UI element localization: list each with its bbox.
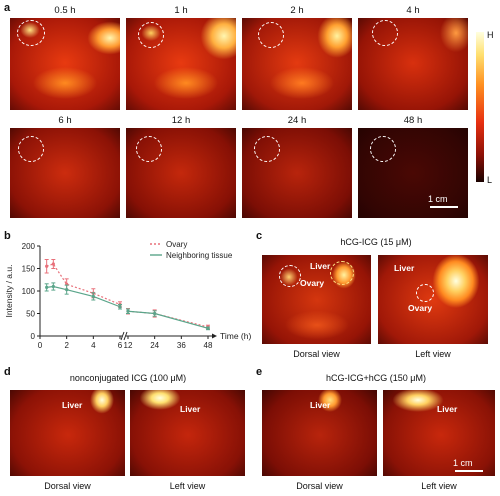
liver-label: Liver: [437, 404, 458, 414]
ovary-roi-circle: [138, 22, 164, 48]
ovary-roi-circle: [136, 136, 162, 162]
data-point: [153, 311, 157, 316]
x-tick-label: 0: [38, 341, 43, 350]
ovary-roi-circle: [258, 22, 284, 48]
data-point: [91, 294, 95, 298]
fluorescence-image-48h: 1 cm: [358, 128, 468, 218]
time-label: 6 h: [58, 115, 72, 126]
data-point: [206, 326, 210, 330]
dorsal-view-caption: Dorsal view: [293, 349, 340, 359]
panel-d-title: nonconjugated ICG (100 μM): [69, 373, 187, 383]
panel-label-b: b: [4, 230, 11, 242]
y-axis-label: Intensity / a.u.: [4, 265, 14, 318]
panel-label-e: e: [256, 366, 263, 378]
fluorescence-image-2h: [242, 18, 352, 110]
fluorescence-image-6h: [10, 128, 120, 218]
dorsal-view-caption: Dorsal view: [296, 481, 343, 491]
ovary-roi-circle: [279, 265, 301, 287]
liver-label: Liver: [180, 404, 201, 414]
x-tick-label: 12: [124, 341, 133, 350]
panel-label-a: a: [4, 2, 11, 14]
liver-label: Liver: [394, 263, 415, 273]
ovary-roi-circle: [254, 136, 280, 162]
ovary-roi-circle: [370, 136, 396, 162]
data-point: [118, 305, 122, 309]
series-line-ovary: [46, 263, 121, 306]
y-tick-label: 0: [31, 332, 36, 341]
scale-bar-label: 1 cm: [428, 194, 448, 204]
axis-break-mark: [120, 331, 125, 341]
series-line-neighboring-tissue: [127, 310, 209, 329]
time-label: 12 h: [171, 115, 191, 126]
time-label: 4 h: [406, 5, 420, 16]
liver-label: Liver: [310, 261, 331, 271]
panel-c-title: hCG-ICG (15 μM): [340, 237, 412, 247]
data-point: [45, 264, 49, 268]
data-point: [45, 285, 49, 289]
colorbar-high-label: H: [487, 30, 494, 40]
fluorescence-image-24h: [242, 128, 352, 218]
data-point: [51, 262, 55, 266]
x-axis-label: Time (h): [220, 331, 251, 341]
x-tick-label: 6: [118, 341, 123, 350]
dorsal-view-caption: Dorsal view: [44, 481, 91, 491]
time-label: 0.5 h: [54, 5, 76, 16]
ovary-roi-circle: [17, 20, 45, 46]
data-point: [126, 309, 130, 313]
scale-bar: [430, 206, 458, 208]
ovary-roi-circle: [372, 20, 398, 46]
panel-label-d: d: [4, 366, 11, 378]
x-tick-label: 36: [177, 341, 186, 350]
axis-break-mark: [123, 331, 128, 341]
legend-label: Neighboring tissue: [166, 251, 233, 260]
left-view-caption: Left view: [421, 481, 457, 491]
colorbar-low-label: L: [487, 175, 493, 185]
fluorescence-image-12h: [126, 128, 236, 218]
time-label: 48 h: [403, 115, 423, 126]
left-view-caption: Left view: [415, 349, 451, 359]
ovary-label: Ovary: [300, 278, 325, 288]
liver-roi-circle: [330, 261, 354, 285]
liver-label: Liver: [62, 400, 83, 410]
colorbar: [476, 32, 484, 182]
time-label: 1 h: [174, 5, 188, 16]
data-point: [65, 288, 69, 292]
time-label: 24 h: [287, 115, 307, 126]
scale-bar-label: 1 cm: [453, 458, 473, 468]
x-tick-label: 24: [150, 341, 159, 350]
x-tick-label: 2: [64, 341, 69, 350]
scale-bar: [455, 470, 483, 472]
ovary-label: Ovary: [408, 303, 433, 313]
panel-e-title: hCG-ICG+hCG (150 μM): [326, 373, 426, 383]
ovary-roi-circle: [18, 136, 44, 162]
hcg-icg-hcg-left-image: Liver 1 cm: [383, 390, 495, 476]
legend-label: Ovary: [166, 240, 187, 249]
left-view-caption: Left view: [169, 481, 206, 491]
y-tick-label: 100: [22, 287, 36, 296]
y-tick-label: 200: [22, 242, 36, 251]
time-label: 2 h: [290, 5, 304, 16]
icg-dorsal-image: Liver: [10, 390, 125, 476]
data-point: [51, 284, 55, 289]
hcg-icg-hcg-dorsal-image: Liver: [262, 390, 377, 476]
liver-label: Liver: [310, 400, 331, 410]
x-axis-arrow: [212, 333, 217, 339]
y-tick-label: 150: [22, 265, 36, 274]
fluorescence-image-4h: [358, 18, 468, 110]
hcg-icg-left-image: Liver Ovary: [378, 255, 488, 344]
x-tick-label: 48: [204, 341, 213, 350]
panel-label-c: c: [256, 230, 263, 242]
y-tick-label: 50: [26, 310, 35, 319]
x-tick-label: 4: [91, 341, 96, 350]
icg-left-image: Liver: [130, 390, 245, 476]
hcg-icg-dorsal-image: Liver Ovary: [262, 255, 371, 344]
fluorescence-image-0.5h: [10, 18, 120, 110]
fluorescence-image-1h: [126, 18, 236, 110]
ovary-roi-circle: [416, 284, 434, 302]
